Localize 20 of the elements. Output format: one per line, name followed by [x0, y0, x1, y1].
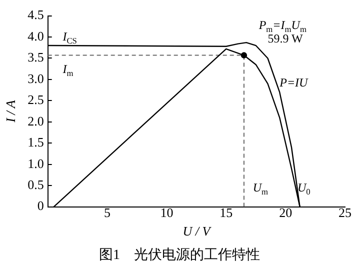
annotation: 59.9 W — [268, 32, 304, 46]
y-tick-label: 0.5 — [28, 177, 44, 192]
x-axis-title: U / V — [182, 224, 212, 239]
y-tick-label: 0 — [37, 198, 44, 214]
y-tick-label: 3.0 — [28, 70, 44, 86]
y-tick-label: 1.0 — [28, 156, 44, 171]
x-tick-label: 10 — [160, 205, 174, 220]
y-axis-title: I / A — [3, 100, 18, 124]
x-tick-label: 15 — [220, 205, 233, 220]
annotation: P=IU — [278, 75, 310, 90]
y-tick-label: 1.5 — [28, 134, 44, 150]
y-tick-label: 4.0 — [28, 28, 44, 44]
text: 图1 光伏电源的工作特性 — [98, 246, 261, 264]
y-tick-label: 2.5 — [28, 92, 44, 108]
y-tick-label: 2.0 — [28, 113, 44, 128]
y-tick-label: 3.5 — [28, 50, 44, 65]
x-tick-label: 5 — [104, 205, 111, 220]
x-tick-label: 20 — [279, 205, 292, 220]
y-tick-label: 4.5 — [28, 7, 44, 22]
x-tick-label: 25 — [338, 205, 352, 220]
